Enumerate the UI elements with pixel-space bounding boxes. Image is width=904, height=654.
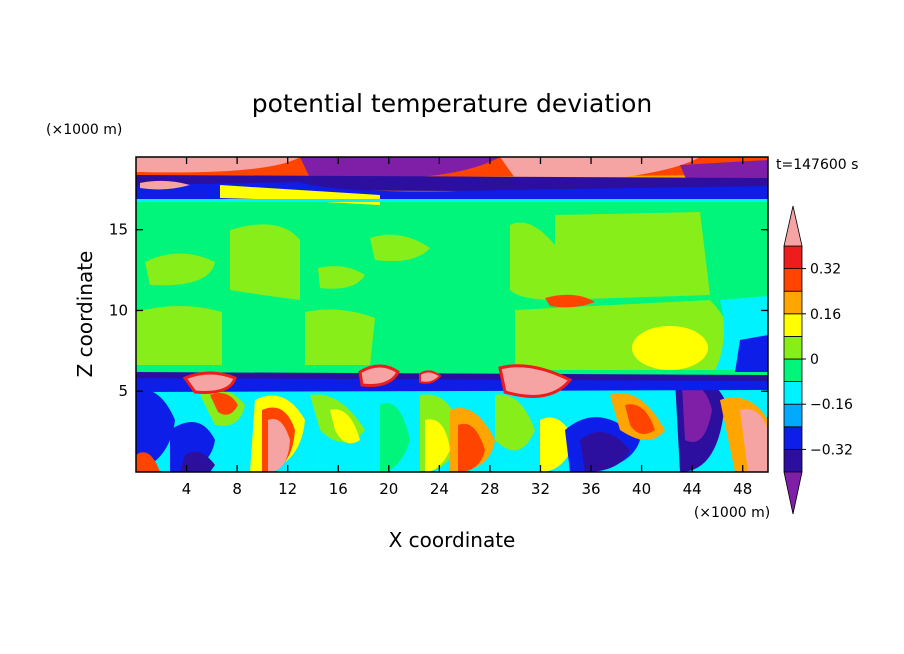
colorbar-swatch: [783, 448, 803, 473]
colorbar-swatch: [783, 403, 803, 428]
colorbar-swatch: [783, 426, 803, 450]
low-red-5: [136, 452, 160, 472]
mid-yellow-1: [632, 326, 708, 370]
x-tick-label: 28: [480, 480, 499, 498]
inversion-pink-1: [182, 371, 237, 394]
low-red-4: [625, 404, 655, 434]
x-tick-label: 40: [632, 480, 651, 498]
colorbar-tick-label: −0.32: [810, 442, 853, 458]
colorbar: 0.32 0.16 0 −0.16 −0.32: [783, 205, 853, 515]
colorbar-tick-label: 0.32: [810, 262, 841, 278]
colorbar-tick-label: −0.16: [810, 397, 853, 413]
y-tick-label: 5: [118, 382, 128, 400]
y-tick-label: 10: [109, 301, 128, 319]
top-purple-1: [300, 157, 500, 180]
y-axis-label: Z coordinate: [73, 251, 97, 378]
x-axis: 4 8 12 16 20 24 28 32 36 40 44 48: [182, 157, 752, 498]
x-tick-label: 32: [531, 480, 550, 498]
plot-frame: [135, 156, 769, 473]
top-cyan-edge: [136, 199, 768, 202]
colorbar-swatch: [783, 381, 803, 405]
mid-red-1: [545, 294, 595, 308]
low-red-1: [210, 392, 238, 415]
mid-green-1: [136, 306, 222, 365]
low-mint-1: [380, 403, 410, 472]
x-tick-label: 48: [733, 480, 752, 498]
low-navy-1: [180, 451, 215, 472]
colorbar-swatch: [783, 335, 803, 360]
contour-field: [136, 157, 768, 472]
x-tick-label: 4: [182, 480, 192, 498]
mid-green-2: [145, 253, 215, 286]
y-unit-label: (×1000 m): [46, 122, 122, 138]
y-tick-label: 15: [109, 221, 128, 239]
x-tick-label: 44: [683, 480, 702, 498]
colorbar-tick-label: 0.16: [810, 307, 841, 323]
low-purple-1: [682, 384, 712, 442]
y-axis: 5 10 15: [109, 221, 768, 400]
top-pink-3: [140, 180, 190, 190]
mid-blue-1: [735, 335, 768, 372]
x-axis-label: X coordinate: [389, 528, 516, 552]
low-blue-1: [136, 389, 175, 472]
colorbar-swatch: [783, 290, 803, 315]
mid-green-7: [510, 222, 555, 300]
x-unit-label: (×1000 m): [694, 505, 770, 521]
chart-title: potential temperature deviation: [252, 89, 652, 118]
low-pink-1: [268, 418, 290, 472]
colorbar-tick-label: 0: [810, 352, 819, 368]
inversion-pink-3: [498, 364, 573, 398]
top-pink-1: [136, 157, 300, 173]
colorbar-swatch: [783, 268, 803, 292]
low-green-4: [495, 394, 535, 451]
low-yellow-2: [330, 409, 360, 444]
inversion-pink-2: [358, 364, 400, 387]
low-pink-2: [740, 409, 768, 472]
colorbar-swatch: [783, 358, 803, 383]
mid-green-6: [370, 234, 430, 262]
time-label: t=147600 s: [776, 157, 858, 173]
low-red-3: [458, 423, 485, 472]
inversion-blue: [136, 378, 768, 392]
x-tick-label: 12: [278, 480, 297, 498]
mid-green-5: [318, 266, 365, 289]
x-tick-label: 24: [430, 480, 449, 498]
low-navy-2: [580, 432, 630, 472]
colorbar-swatch: [783, 245, 803, 270]
x-tick-label: 8: [232, 480, 242, 498]
mid-green-8: [555, 212, 710, 300]
x-tick-label: 36: [581, 480, 600, 498]
colorbar-min-cap: [783, 471, 803, 515]
mid-green-4: [305, 309, 375, 365]
colorbar-max-cap: [783, 205, 803, 247]
colorbar-swatch: [783, 313, 803, 337]
x-tick-label: 16: [329, 480, 348, 498]
inversion-pink-4: [419, 370, 442, 384]
low-yellow-3: [425, 419, 450, 472]
mid-green-3: [230, 224, 300, 300]
x-tick-label: 20: [379, 480, 398, 498]
